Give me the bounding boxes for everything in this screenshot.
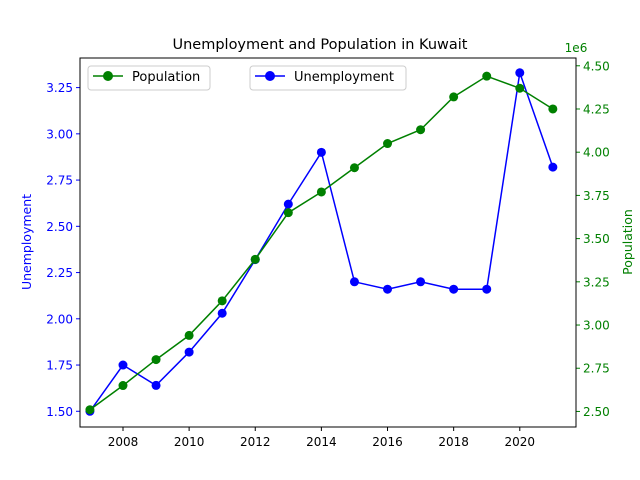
data-point-population: [184, 330, 194, 340]
data-point-unemployment: [283, 199, 293, 209]
data-point-population: [349, 163, 359, 173]
data-point-population: [250, 254, 260, 264]
left-y-tick-label: 2.00: [46, 312, 73, 326]
right-y-tick-label: 4.25: [583, 102, 610, 116]
x-tick-label: 2018: [438, 435, 469, 449]
right-y-tick-label: 3.25: [583, 275, 610, 289]
data-point-unemployment: [316, 147, 326, 157]
data-point-unemployment: [349, 277, 359, 287]
data-point-unemployment: [118, 360, 128, 370]
right-y-tick-label: 2.50: [583, 405, 610, 419]
data-point-population: [85, 405, 95, 415]
x-tick-label: 2008: [108, 435, 139, 449]
right-y-tick-label: 4.50: [583, 59, 610, 73]
left-y-tick-label: 1.75: [46, 359, 73, 373]
legend-unemployment: Unemployment: [249, 65, 407, 91]
data-point-unemployment: [548, 162, 558, 172]
legend-label-unemployment: Unemployment: [294, 70, 394, 85]
legend-population: Population: [87, 65, 211, 91]
right-y-tick-label: 3.50: [583, 232, 610, 246]
right-y-tick-label: 4.00: [583, 146, 610, 160]
data-point-unemployment: [515, 68, 525, 78]
data-point-population: [416, 125, 426, 135]
plot-frame: [79, 57, 577, 428]
data-point-unemployment: [217, 308, 227, 318]
data-point-unemployment: [449, 284, 459, 294]
legend-box-unemployment: [249, 65, 407, 91]
x-tick-label: 2016: [372, 435, 403, 449]
x-tick-label: 2012: [240, 435, 271, 449]
data-point-population: [217, 296, 227, 306]
x-tick-label: 2010: [174, 435, 205, 449]
data-point-unemployment: [184, 347, 194, 357]
legend-marker-population: [103, 71, 113, 81]
data-point-population: [118, 381, 128, 391]
x-tick-label: 2014: [306, 435, 337, 449]
data-point-unemployment: [383, 284, 393, 294]
left-axis-label: Unemployment: [19, 194, 34, 290]
data-point-population: [515, 83, 525, 93]
data-point-population: [449, 92, 459, 102]
left-y-tick-label: 2.50: [46, 220, 73, 234]
data-point-population: [151, 355, 161, 365]
right-y-tick-label: 3.75: [583, 189, 610, 203]
chart-title: Unemployment and Population in Kuwait: [172, 37, 467, 53]
right-axis-label: Population: [620, 209, 635, 275]
data-point-unemployment: [151, 380, 161, 390]
left-y-tick-label: 2.25: [46, 266, 73, 280]
x-tick-label: 2020: [505, 435, 536, 449]
data-point-population: [482, 71, 492, 81]
data-point-unemployment: [416, 277, 426, 287]
data-point-population: [548, 104, 558, 114]
legend-label-population: Population: [132, 70, 200, 85]
left-y-tick-label: 1.50: [46, 405, 73, 419]
data-point-population: [316, 187, 326, 197]
right-y-tick-label: 2.75: [583, 362, 610, 376]
data-point-population: [283, 208, 293, 218]
data-point-population: [383, 139, 393, 149]
left-y-tick-label: 2.75: [46, 174, 73, 188]
left-y-tick-label: 3.25: [46, 81, 73, 95]
left-y-tick-label: 3.00: [46, 127, 73, 141]
right-y-tick-label: 3.00: [583, 319, 610, 333]
legend-box-population: [87, 65, 211, 91]
right-axis-offset-text: 1e6: [565, 41, 588, 55]
data-point-unemployment: [482, 284, 492, 294]
legend-marker-unemployment: [265, 71, 275, 81]
